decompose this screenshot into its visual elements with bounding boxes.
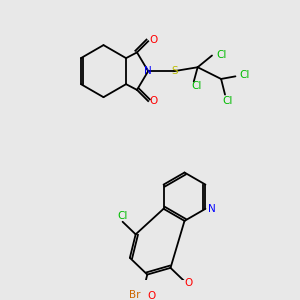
Text: Br: Br — [129, 290, 141, 299]
Text: S: S — [171, 66, 178, 76]
Text: Cl: Cl — [239, 70, 250, 80]
Text: O: O — [150, 35, 158, 45]
Text: Cl: Cl — [191, 81, 202, 91]
Text: O: O — [148, 291, 156, 300]
Text: N: N — [208, 204, 216, 214]
Text: O: O — [184, 278, 192, 288]
Text: O: O — [150, 96, 158, 106]
Text: Cl: Cl — [223, 96, 233, 106]
Text: Cl: Cl — [216, 50, 226, 60]
Text: N: N — [144, 66, 152, 76]
Text: Cl: Cl — [117, 211, 128, 221]
